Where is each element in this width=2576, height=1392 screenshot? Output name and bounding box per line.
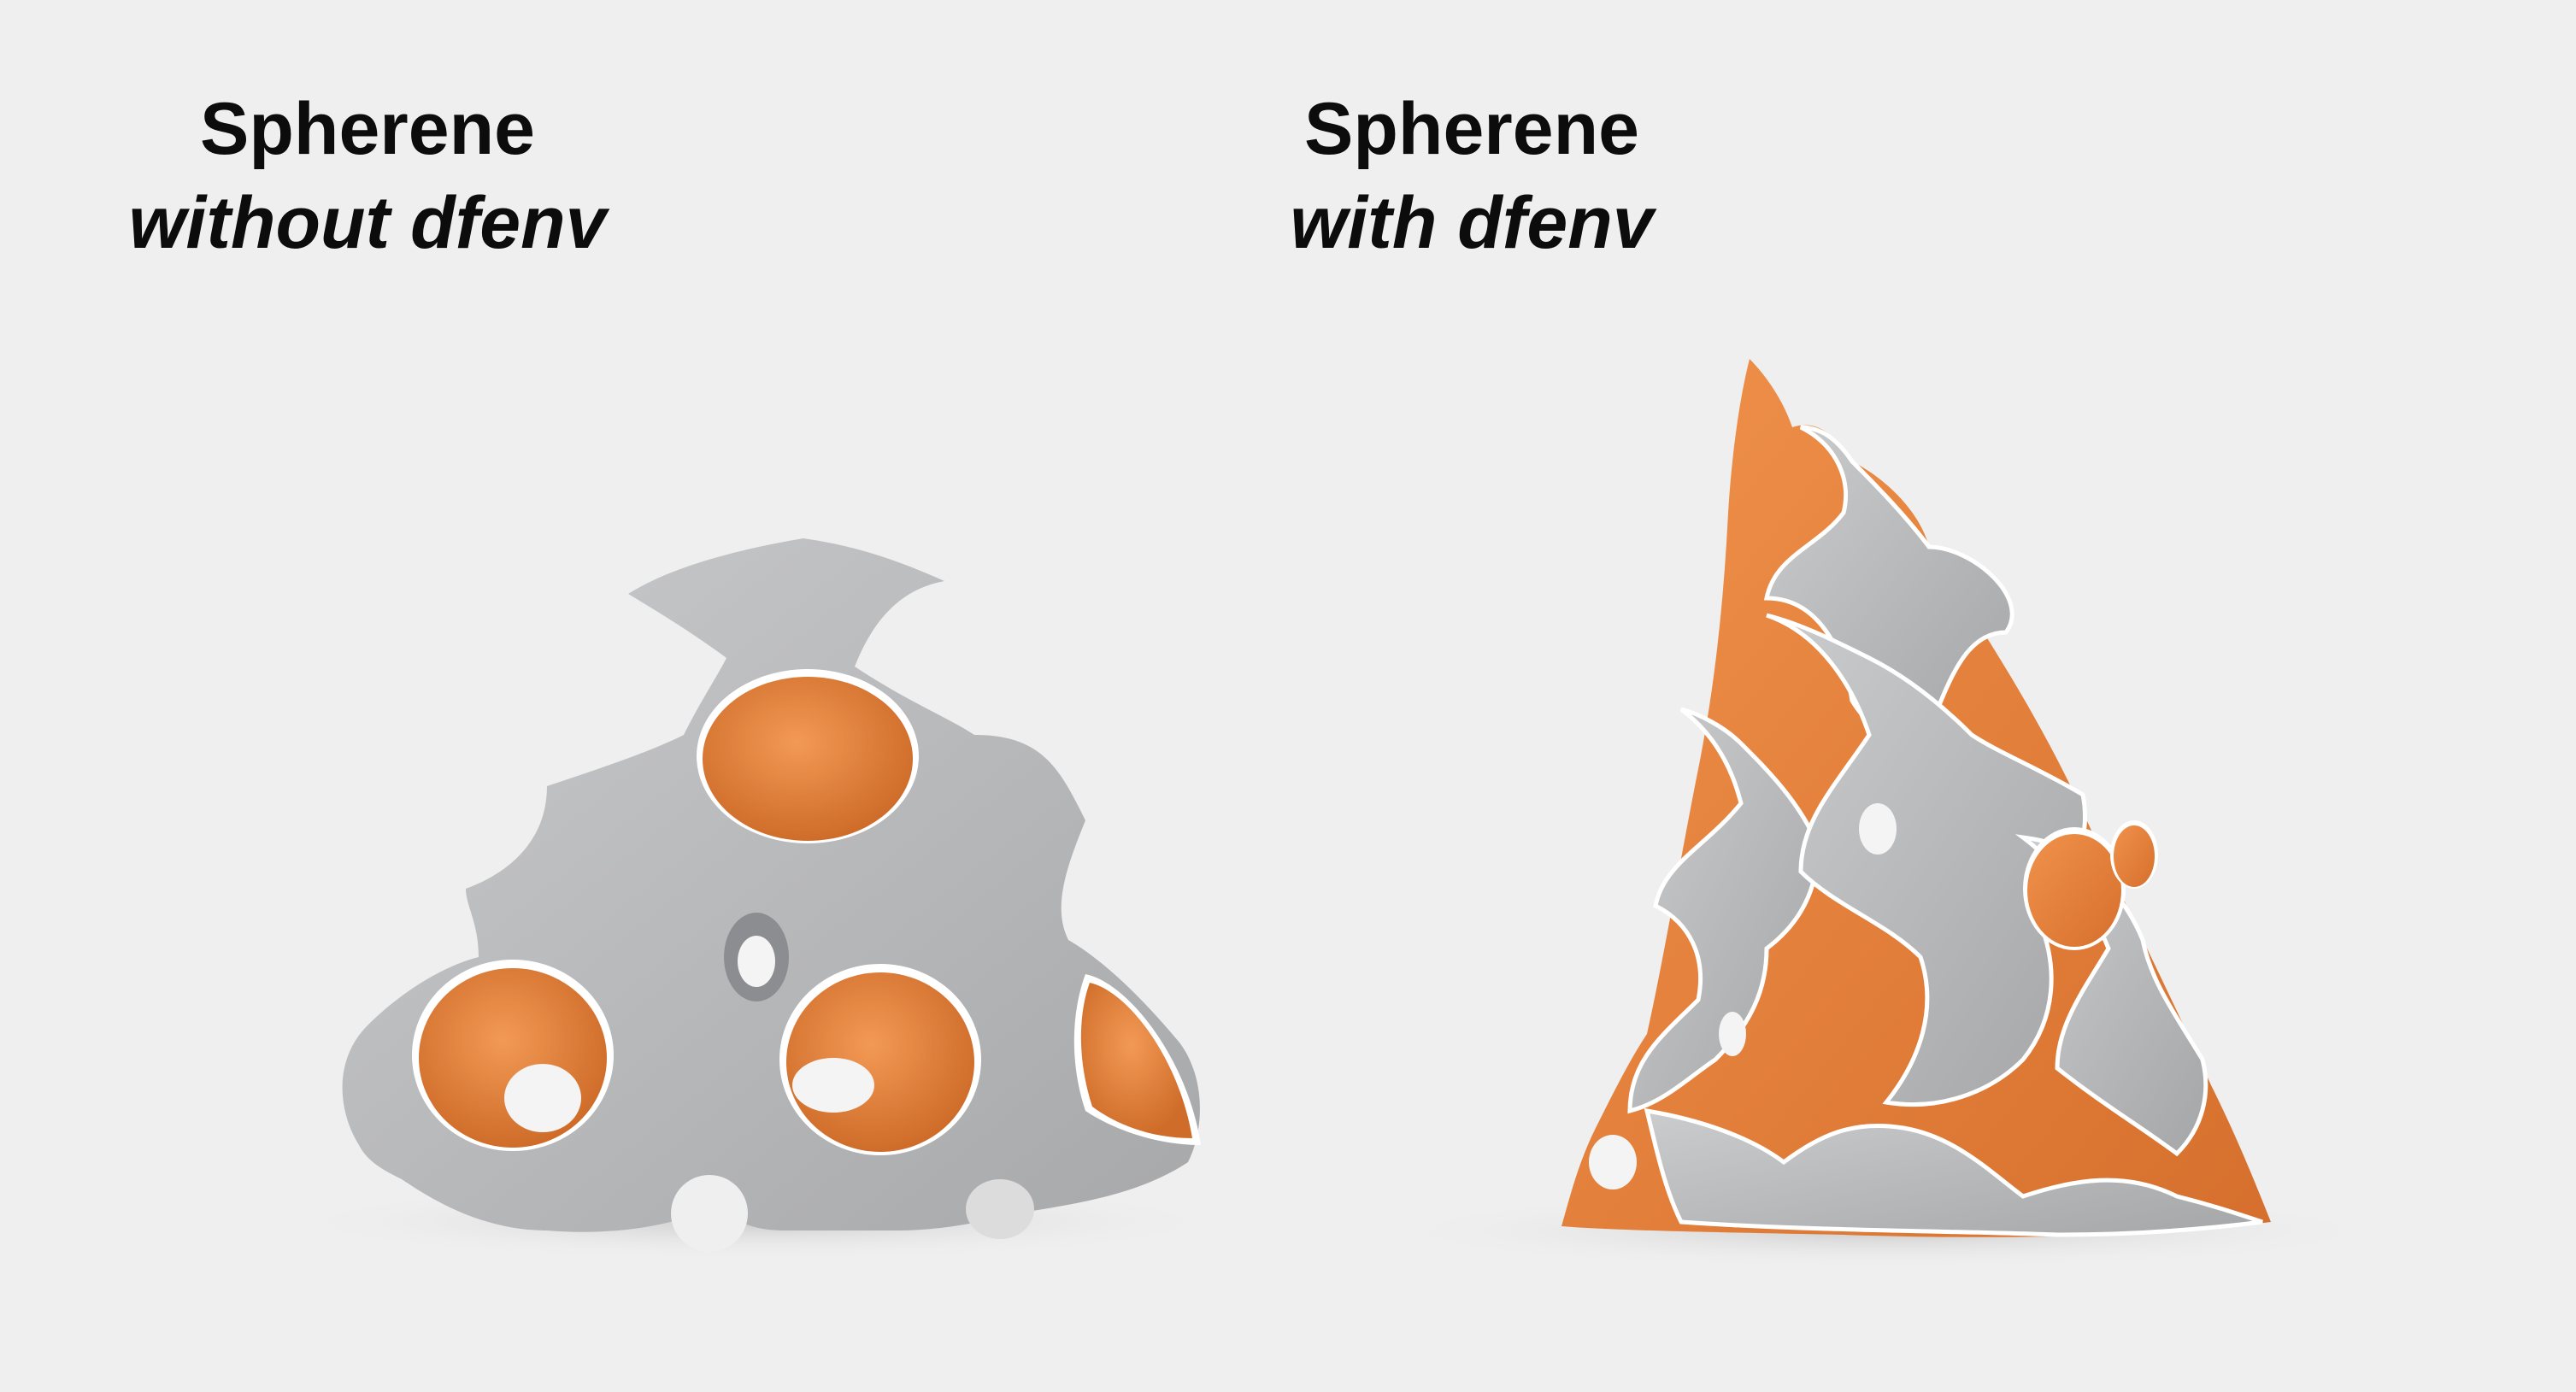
- caption-subtitle: without dfenv: [128, 182, 607, 264]
- pore-small-3: [1589, 1135, 1637, 1189]
- panel-with-dfenv: Spherene with dfenv: [1288, 0, 2576, 1392]
- spherene-render-with-dfenv: [1373, 359, 2399, 1269]
- spherene-render-without-dfenv: [278, 538, 1235, 1260]
- panel-without-dfenv: Spherene without dfenv: [0, 82, 1235, 1260]
- caption-right: Spherene with dfenv: [617, 82, 2326, 270]
- base-void-right: [966, 1179, 1034, 1239]
- lattice-wave-lower: [1644, 1107, 2263, 1237]
- pore-small-1: [1859, 803, 1897, 855]
- lattice-wave-mid-left: [1627, 707, 1820, 1114]
- pore-small-2: [1719, 1012, 1746, 1056]
- caption-subtitle: with dfenv: [1290, 182, 1654, 264]
- caption-title: Spherene: [200, 88, 535, 170]
- caption-left: Spherene without dfenv: [0, 82, 1222, 270]
- caption-title: Spherene: [1304, 88, 1639, 170]
- lattice-wave-center: [1766, 613, 2088, 1107]
- base-void-left: [671, 1175, 748, 1252]
